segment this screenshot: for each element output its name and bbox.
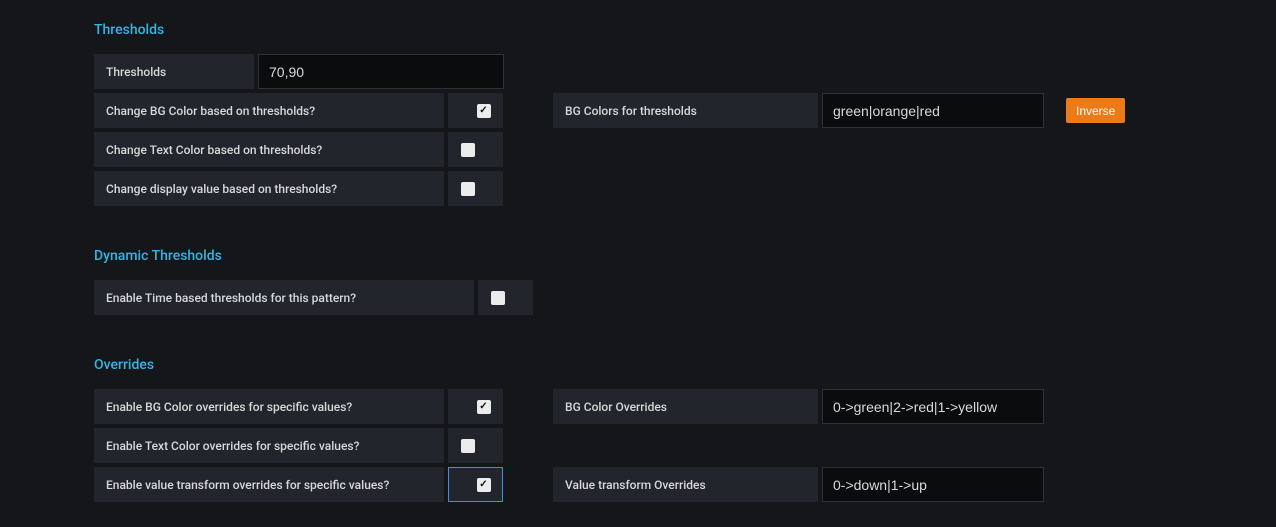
enable-text-overrides-switch[interactable]: [448, 428, 503, 463]
row-change-text: Change Text Color based on thresholds?: [94, 132, 1276, 167]
section-title-overrides: Overrides: [94, 357, 1276, 373]
row-enable-value-overrides: Enable value transform overrides for spe…: [94, 467, 1276, 502]
change-display-value-switch[interactable]: [448, 171, 503, 206]
change-text-color-switch[interactable]: [448, 132, 503, 167]
value-transform-overrides-input[interactable]: [822, 467, 1044, 502]
row-change-bg: Change BG Color based on thresholds? BG …: [94, 93, 1276, 128]
thresholds-input[interactable]: [258, 54, 504, 89]
enable-bg-overrides-label: Enable BG Color overrides for specific v…: [94, 389, 444, 424]
change-display-value-label: Change display value based on thresholds…: [94, 171, 444, 206]
row-change-display: Change display value based on thresholds…: [94, 171, 1276, 206]
enable-text-overrides-label: Enable Text Color overrides for specific…: [94, 428, 444, 463]
spacer: [507, 389, 549, 424]
change-bg-color-switch[interactable]: [448, 93, 503, 128]
bg-color-overrides-label: BG Color Overrides: [553, 389, 818, 424]
bg-color-overrides-input[interactable]: [822, 389, 1044, 424]
row-thresholds: Thresholds: [94, 54, 1276, 89]
thresholds-label: Thresholds: [94, 54, 254, 89]
enable-bg-overrides-switch[interactable]: [448, 389, 503, 424]
section-title-dynamic-thresholds: Dynamic Thresholds: [94, 248, 1276, 264]
row-enable-time: Enable Time based thresholds for this pa…: [94, 280, 1276, 315]
bg-colors-thresholds-input[interactable]: [822, 93, 1044, 128]
row-enable-bg-overrides: Enable BG Color overrides for specific v…: [94, 389, 1276, 424]
enable-value-transform-overrides-switch[interactable]: [448, 467, 503, 502]
spacer: [507, 467, 549, 502]
inverse-button[interactable]: Inverse: [1066, 98, 1125, 123]
bg-colors-thresholds-label: BG Colors for thresholds: [553, 93, 818, 128]
change-text-color-label: Change Text Color based on thresholds?: [94, 132, 444, 167]
change-bg-color-label: Change BG Color based on thresholds?: [94, 93, 444, 128]
enable-time-thresholds-switch[interactable]: [478, 280, 533, 315]
row-enable-text-overrides: Enable Text Color overrides for specific…: [94, 428, 1276, 463]
enable-time-thresholds-label: Enable Time based thresholds for this pa…: [94, 280, 474, 315]
value-transform-overrides-label: Value transform Overrides: [553, 467, 818, 502]
enable-value-transform-overrides-label: Enable value transform overrides for spe…: [94, 467, 444, 502]
section-title-thresholds: Thresholds: [94, 22, 1276, 38]
spacer: [507, 93, 549, 128]
